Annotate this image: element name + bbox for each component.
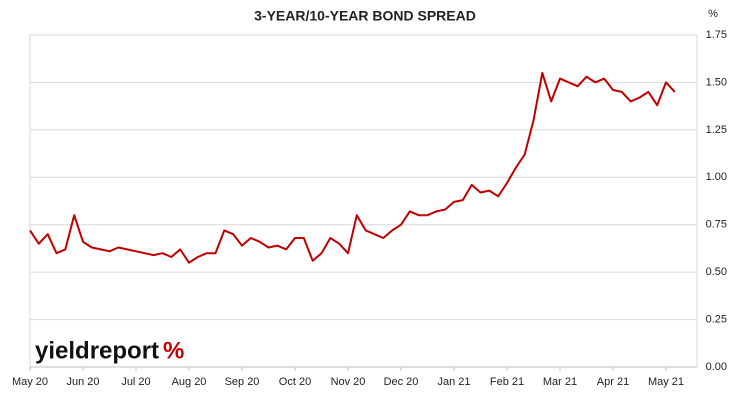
y-tick-label: 0.25: [706, 313, 727, 325]
x-tick-label: Feb 21: [490, 376, 524, 388]
logo-text: yieldreport: [35, 337, 159, 364]
x-tick-label: May 20: [12, 376, 48, 388]
series-line: [29, 71, 676, 264]
x-tick-label: Jan 21: [437, 376, 470, 388]
logo-mark: %: [163, 337, 184, 364]
x-tick-label: Mar 21: [543, 376, 577, 388]
chart-title: 3-YEAR/10-YEAR BOND SPREAD: [254, 8, 476, 24]
y-tick-label: 0.50: [706, 266, 727, 278]
y-tick-label: 0.00: [706, 361, 727, 373]
x-tick-label: Aug 20: [172, 376, 207, 388]
x-tick-label: Sep 20: [225, 376, 260, 388]
x-tick-label: Jul 20: [121, 376, 150, 388]
x-tick-label: Dec 20: [384, 376, 419, 388]
y-tick-label: 0.75: [706, 219, 727, 231]
x-tick-label: May 21: [648, 376, 684, 388]
x-tick-label: Jun 20: [66, 376, 99, 388]
y-unit: %: [708, 8, 718, 20]
plot-frame: [29, 34, 698, 368]
x-tick-label: Apr 21: [597, 376, 629, 388]
y-tick-label: 1.75: [706, 29, 727, 41]
y-tick-label: 1.00: [706, 171, 727, 183]
y-tick-label: 1.50: [706, 76, 727, 88]
x-tick-label: Nov 20: [331, 376, 366, 388]
x-tick-label: Oct 20: [279, 376, 311, 388]
y-tick-label: 1.25: [706, 124, 727, 136]
